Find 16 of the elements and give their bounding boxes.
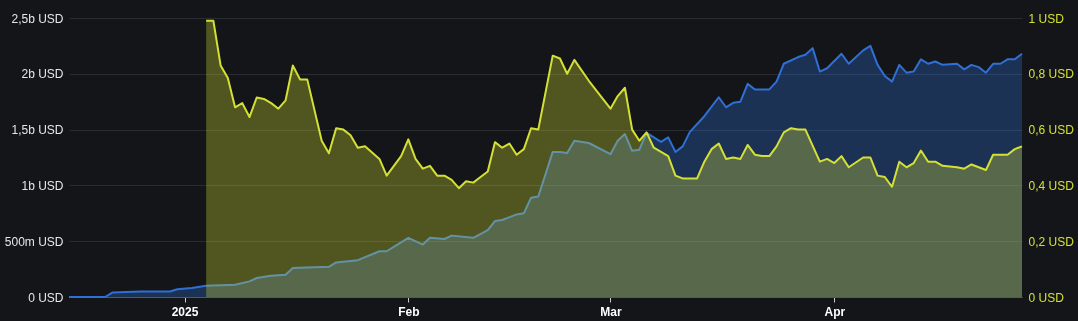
x-tick-label: Apr	[824, 304, 846, 319]
y-tick-label: 2b USD	[21, 67, 64, 82]
x-tick-label: Feb	[398, 304, 420, 319]
y2-tick-label: 0,2 USD	[1028, 234, 1075, 249]
y-tick-label: 500m USD	[4, 234, 64, 249]
y-tick-label: 2,5b USD	[11, 11, 64, 26]
y2-tick-label: 0 USD	[1028, 290, 1065, 305]
y2-tick-label: 0,4 USD	[1028, 178, 1075, 193]
x-tick-label: Mar	[600, 304, 622, 319]
x-tick-label: 2025	[171, 304, 199, 319]
y-tick-label: 1b USD	[21, 178, 64, 193]
y2-tick-label: 1 USD	[1028, 11, 1065, 26]
y-tick-label: 1,5b USD	[11, 123, 64, 138]
y2-tick-label: 0,6 USD	[1028, 123, 1075, 138]
y2-tick-label: 0,8 USD	[1028, 67, 1075, 82]
y-tick-label: 0 USD	[28, 290, 64, 305]
